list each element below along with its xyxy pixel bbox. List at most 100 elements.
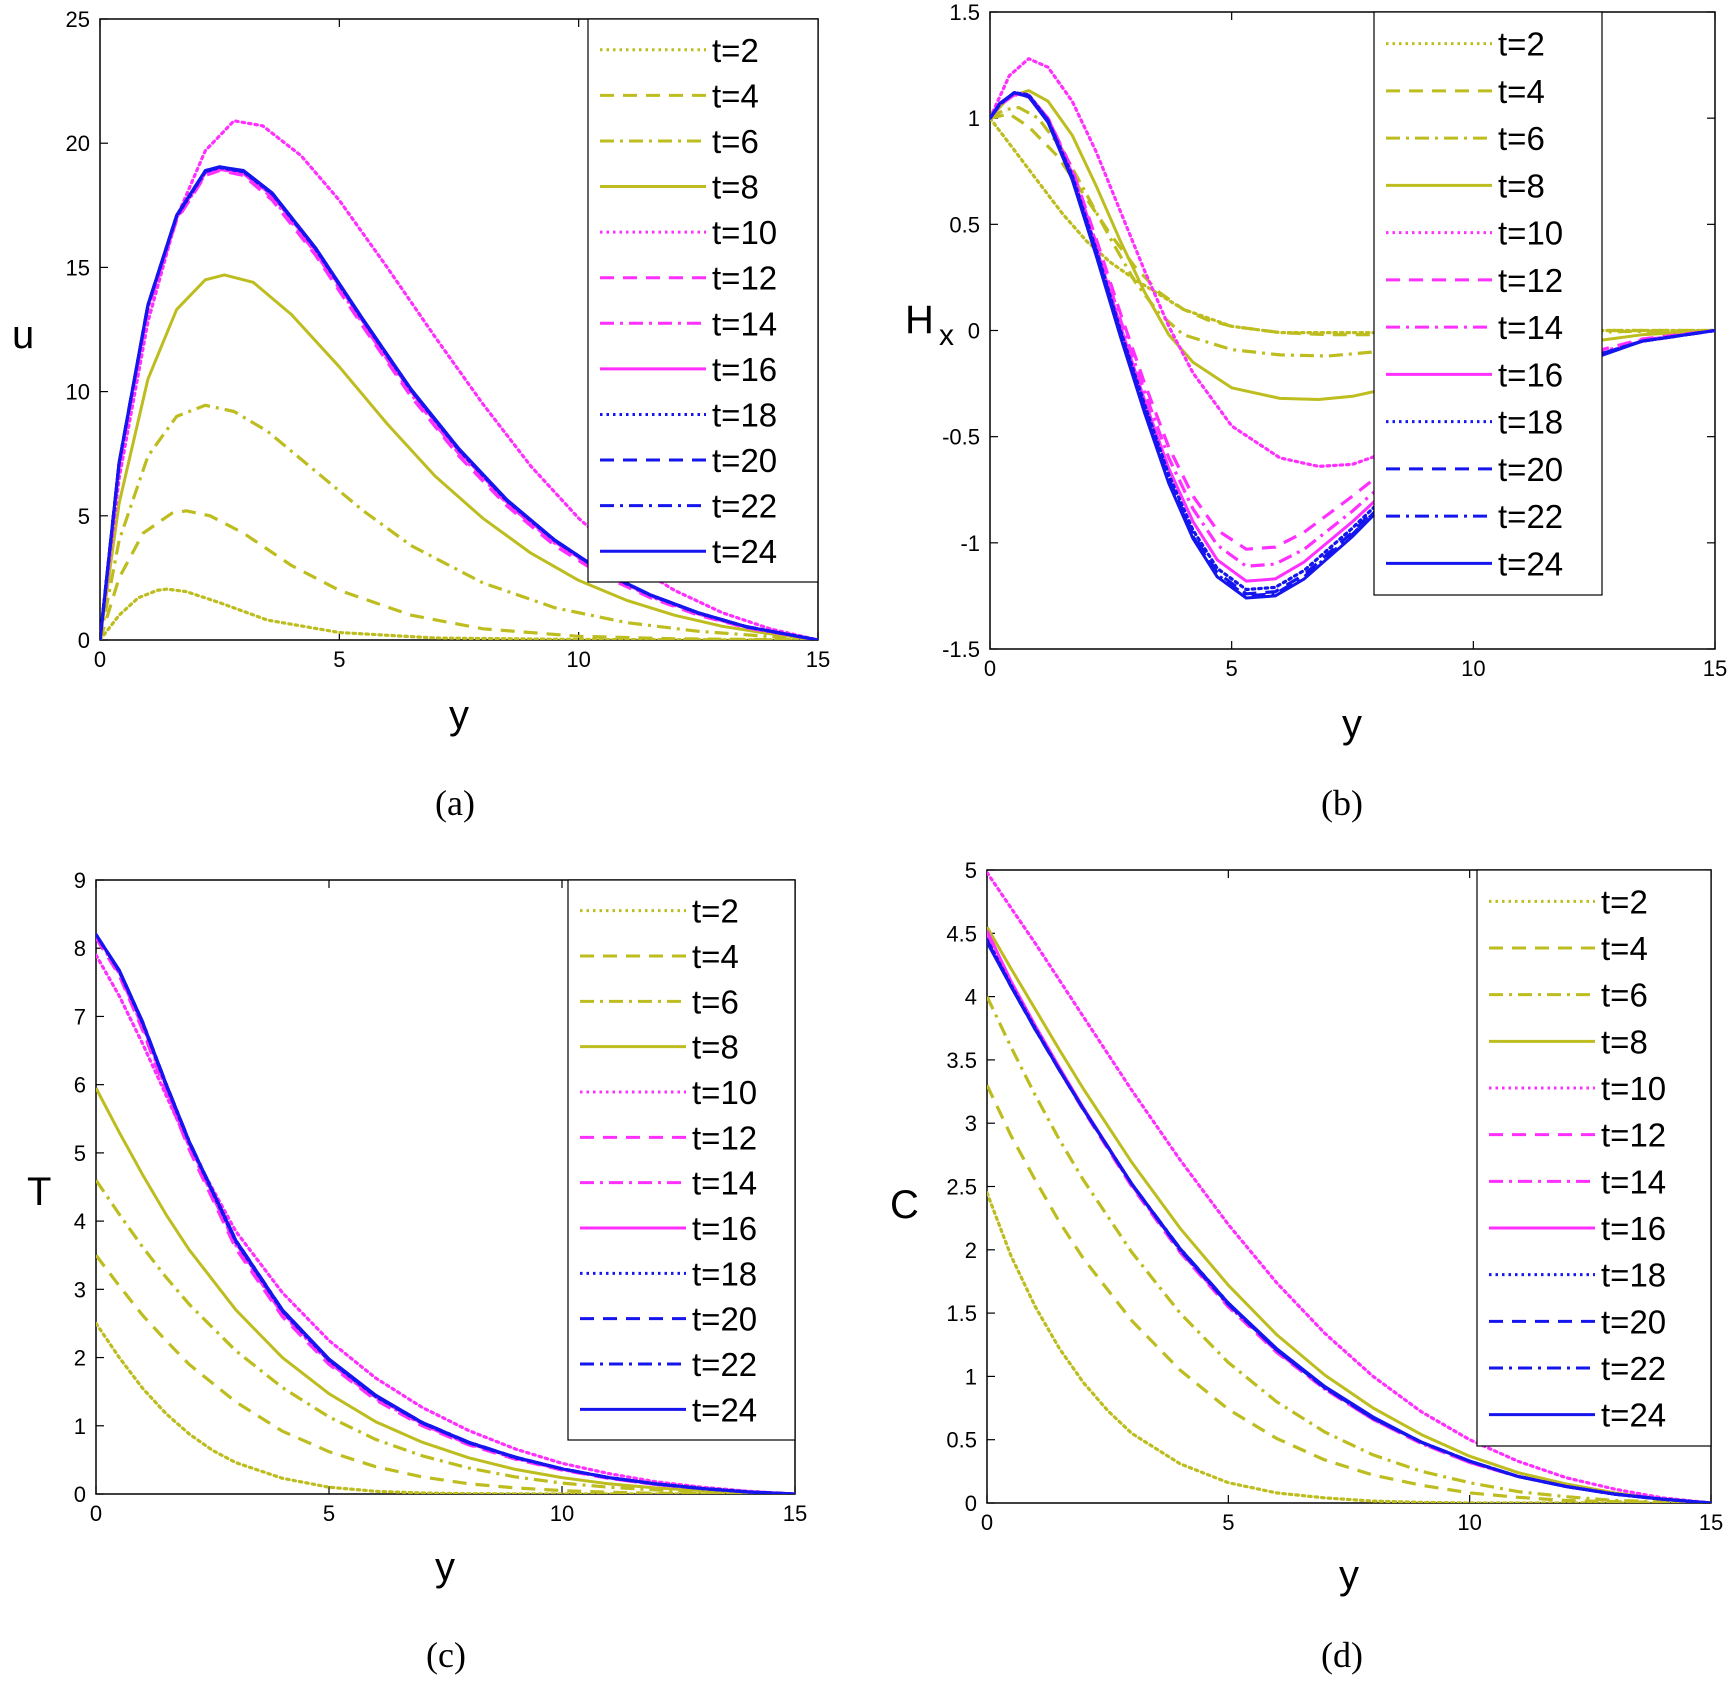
y-tick-label: 1: [968, 106, 980, 131]
x-tick-label: 10: [1457, 1510, 1481, 1535]
legend-label-t-8: t=8: [712, 169, 759, 206]
legend: t=2 t=4 t=6 t=8 t=10 t=12 t=14 t=16 t=18 t=20 t=22…: [567, 879, 796, 1441]
legend-label-t-12: t=12: [1601, 1117, 1666, 1154]
legend-label-t-10: t=10: [712, 214, 777, 251]
y-tick-label: 4: [74, 1209, 86, 1234]
x-tick-label: 10: [566, 647, 590, 672]
x-tick-label: 15: [1699, 1510, 1723, 1535]
legend-label-t-22: t=22: [1498, 498, 1563, 535]
series-group: [96, 933, 795, 1494]
x-axis-label: y: [435, 1545, 455, 1589]
legend-label-t-10: t=10: [1498, 215, 1563, 252]
x-tick-label: 15: [783, 1501, 807, 1526]
y-tick-label: 10: [66, 380, 90, 405]
y-tick-label: 7: [74, 1004, 86, 1029]
x-tick-label: 0: [984, 656, 996, 681]
chart-panel-b: (b) 0 5 10 15 -1.5 -1 -0.5 0 0.5 1 1.5 y H x t=2 t=4 t=6…: [905, 0, 1727, 823]
legend-label-t-12: t=12: [712, 260, 777, 297]
series-line-t-4: [987, 1084, 1711, 1503]
y-tick-label: 3: [965, 1111, 977, 1136]
series-line-t-6: [96, 1179, 795, 1494]
y-tick-label: 8: [74, 936, 86, 961]
y-tick-label: 4.5: [946, 921, 977, 946]
x-axis-label: y: [449, 693, 469, 737]
legend-label-t-10: t=10: [692, 1074, 757, 1111]
legend-label-t-4: t=4: [1601, 930, 1648, 967]
x-tick-label: 10: [550, 1501, 574, 1526]
y-tick-label: 25: [66, 7, 90, 32]
caption-b: (b): [1321, 783, 1363, 823]
x-axis-label: y: [1342, 702, 1362, 746]
legend-box: [1476, 869, 1712, 1447]
legend-label-t-4: t=4: [1498, 73, 1545, 110]
chart-panel-c: (c) 0 5 10 150123456789yTt=2t=4t=6t=8t=10t=…: [27, 868, 807, 1675]
series-line-t-4: [96, 1254, 795, 1494]
legend: t=2 t=4 t=6 t=8 t=10 t=12 t=14 t=16 t=18 t=20 t=22…: [587, 18, 819, 583]
legend-label-t-6: t=6: [1498, 120, 1545, 157]
legend-label-t-16: t=16: [1601, 1210, 1666, 1247]
y-tick-label: 15: [66, 255, 90, 280]
legend-label-t-14: t=14: [1498, 309, 1563, 346]
caption-d: (d): [1321, 1635, 1363, 1675]
y-tick-label: 20: [66, 131, 90, 156]
y-tick-label: -1: [960, 531, 980, 556]
legend-label-t-16: t=16: [1498, 356, 1563, 393]
legend-label-t-10: t=10: [1601, 1070, 1666, 1107]
legend-label-t-22: t=22: [712, 488, 777, 525]
chart-panel-d: (d) 0 5 10 1500.511.522.533.544.55yCt=2t=4t…: [890, 858, 1723, 1675]
legend-label-t-20: t=20: [692, 1301, 757, 1338]
y-tick-label: 9: [74, 868, 86, 893]
legend-label-t-20: t=20: [712, 442, 777, 479]
series-line-t-8: [96, 1087, 795, 1494]
legend-label-t-6: t=6: [1601, 977, 1648, 1014]
legend-box: [567, 879, 796, 1441]
y-tick-label: 1: [965, 1364, 977, 1389]
x-tick-label: 5: [323, 1501, 335, 1526]
legend-label-t-14: t=14: [1601, 1163, 1666, 1200]
legend-label-t-18: t=18: [712, 396, 777, 433]
series-line-t-10: [96, 953, 795, 1494]
y-tick-label: 5: [78, 504, 90, 529]
series-line-t-4: [100, 509, 818, 640]
legend-box: [587, 18, 819, 583]
legend-label-t-2: t=2: [692, 893, 739, 930]
x-axis-label: y: [1339, 1553, 1359, 1597]
legend-label-t-20: t=20: [1498, 451, 1563, 488]
legend: t=2 t=4 t=6 t=8 t=10 t=12 t=14 t=16 t=18 t=20 t=22…: [1476, 869, 1712, 1447]
y-tick-label: 5: [965, 858, 977, 883]
legend-label-t-2: t=2: [1498, 26, 1545, 63]
y-tick-label: 0: [78, 628, 90, 653]
series-line-t-2: [987, 1191, 1711, 1503]
y-axis-label: C: [890, 1183, 919, 1227]
y-tick-label: -1.5: [942, 637, 980, 662]
legend-label-t-6: t=6: [712, 123, 759, 160]
series-line-t-24: [987, 941, 1711, 1503]
y-axis-label: u: [12, 313, 34, 357]
legend-label-t-24: t=24: [1498, 545, 1563, 582]
series-line-t-8: [987, 926, 1711, 1503]
legend-label-t-22: t=22: [692, 1346, 757, 1383]
legend-label-t-8: t=8: [1601, 1023, 1648, 1060]
legend-label-t-18: t=18: [1601, 1257, 1666, 1294]
legend-label-t-16: t=16: [692, 1210, 757, 1247]
legend-label-t-16: t=16: [712, 351, 777, 388]
y-tick-label: 0: [968, 319, 980, 344]
legend: t=2 t=4 t=6 t=8 t=10 t=12 t=14 t=16 t=18 t=20 t=22…: [1373, 11, 1603, 596]
legend-label-t-8: t=8: [692, 1029, 739, 1066]
y-tick-label: 1: [74, 1414, 86, 1439]
y-tick-label: 3: [74, 1277, 86, 1302]
y-tick-label: 2: [74, 1346, 86, 1371]
caption-a: (a): [435, 783, 475, 823]
y-tick-label: 0.5: [946, 1428, 977, 1453]
series-group: [987, 870, 1711, 1503]
y-tick-label: 0: [74, 1482, 86, 1507]
series-group: [100, 119, 818, 640]
x-tick-label: 5: [1222, 1510, 1234, 1535]
x-tick-label: 0: [94, 647, 106, 672]
legend-label-t-4: t=4: [712, 77, 759, 114]
series-line-t-24: [96, 933, 795, 1494]
legend-label-t-14: t=14: [712, 305, 777, 342]
series-line-t-8: [100, 273, 818, 640]
y-tick-label: 1.5: [946, 1301, 977, 1326]
